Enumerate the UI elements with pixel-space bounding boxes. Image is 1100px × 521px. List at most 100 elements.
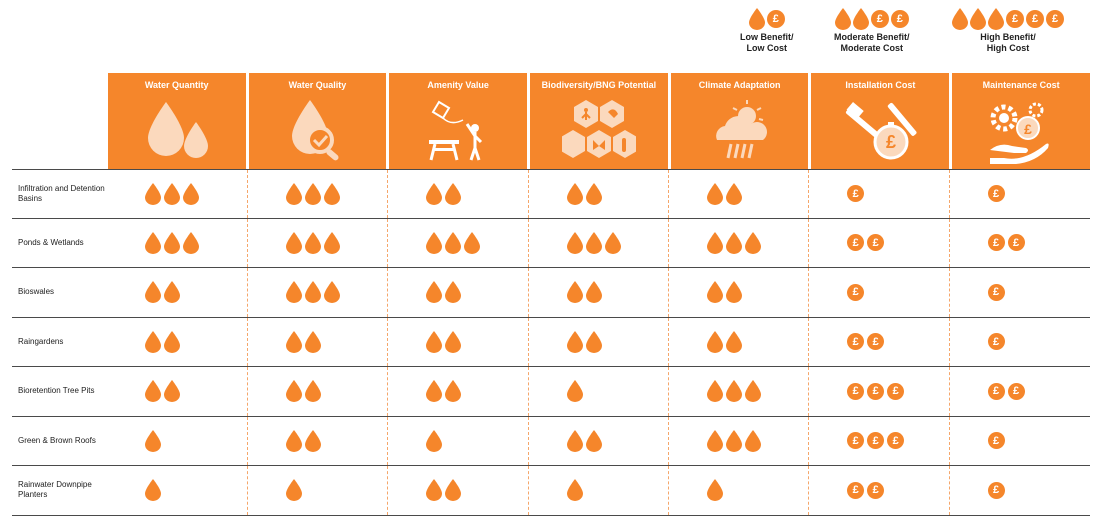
water-drop-icon: [304, 231, 321, 254]
water-drop-icon: [445, 182, 462, 205]
cost-rating-cell: £ £: [950, 367, 1090, 416]
table-row: Raingardens £ £ £: [12, 317, 1090, 367]
table-row: Rainwater Downpipe Planters £ £ £: [12, 466, 1090, 516]
benefit-rating-cell: [669, 170, 810, 218]
benefit-rating-cell: [248, 268, 389, 317]
row-label: Rainwater Downpipe Planters: [18, 480, 92, 500]
water-drop-icon: [744, 429, 761, 452]
pound-coin-icon: £: [887, 382, 905, 400]
table-row: Infiltration and Detention Basins £ £: [12, 169, 1090, 219]
water-drop-icon: [426, 281, 443, 304]
benefit-rating-cell: [248, 416, 389, 465]
pound-coin-icon: £: [1046, 10, 1064, 28]
column-header-title: Water Quality: [288, 80, 347, 90]
tools-stopwatch-pound-icon: £: [843, 96, 917, 166]
benefit-rating-cell: [529, 170, 669, 218]
pound-coin-icon: £: [1026, 10, 1044, 28]
benefit-rating-cell: [529, 416, 669, 465]
row-label: Bioswales: [18, 287, 55, 297]
column-header-title: Installation Cost: [845, 80, 916, 90]
water-drop-icon: [585, 231, 602, 254]
water-drop-icon: [566, 231, 583, 254]
legend-label: Low Benefit/ Low Cost: [740, 32, 794, 53]
cost-rating-cell: £ £ £: [809, 367, 950, 416]
column-header: Biodiversity/BNG Potential: [530, 73, 668, 169]
row-label: Raingardens: [18, 336, 64, 346]
water-drop-icon: [566, 182, 583, 205]
water-drop-icon: [566, 330, 583, 353]
legend-item: £ £ £ High Benefit/ High Cost: [952, 6, 1064, 54]
water-drop-icon: [748, 8, 765, 30]
benefit-rating-cell: [248, 317, 389, 366]
water-drop-icon: [852, 8, 869, 30]
pound-coin-icon: £: [847, 432, 865, 450]
column-header: Maintenance Cost £: [952, 73, 1090, 169]
benefit-rating-cell: [248, 466, 389, 515]
water-drop-icon: [706, 429, 723, 452]
water-drop-icon: [445, 479, 462, 502]
benefit-rating-cell: [388, 170, 529, 218]
column-header: Installation Cost £: [811, 73, 950, 169]
benefit-rating-cell: [529, 367, 669, 416]
cost-rating-cell: £: [950, 466, 1090, 515]
water-drop-icon: [285, 380, 302, 403]
water-drop-icon: [445, 330, 462, 353]
pound-coin-icon: £: [887, 432, 905, 450]
water-drop-icon: [725, 231, 742, 254]
water-drop-icon: [304, 182, 321, 205]
hexagon-wildlife-icon: [561, 96, 636, 166]
water-drop-icon: [426, 429, 443, 452]
water-drop-icon: [145, 182, 162, 205]
water-drop-icon: [285, 281, 302, 304]
water-drop-icon: [323, 231, 340, 254]
benefit-rating-cell: [388, 466, 529, 515]
table-row: Ponds & Wetlands £ £ £ £: [12, 218, 1090, 268]
benefit-rating-cell: [669, 367, 810, 416]
pound-coin-icon: £: [987, 283, 1005, 301]
table-row: Bioretention Tree Pits £ £ £ £ £: [12, 367, 1090, 417]
water-drop-icon: [164, 380, 181, 403]
pound-coin-icon: £: [890, 10, 909, 28]
water-drop-icon: [604, 231, 621, 254]
benefit-rating-cell: [107, 170, 248, 218]
legend-icons: £ £: [834, 6, 909, 32]
water-drop-icon: [744, 380, 761, 403]
cost-rating-cell: £: [950, 318, 1090, 367]
pound-coin-icon: £: [847, 333, 865, 351]
water-drop-icon: [585, 330, 602, 353]
water-drop-icon: [585, 429, 602, 452]
benefit-rating-cell: [529, 218, 669, 267]
pound-coin-icon: £: [867, 432, 885, 450]
water-drop-icon: [164, 330, 181, 353]
benefit-rating-cell: [669, 317, 810, 366]
table-row: Bioswales £ £: [12, 268, 1090, 318]
water-drop-icon: [145, 281, 162, 304]
pound-coin-icon: £: [867, 333, 885, 351]
pound-coin-icon: £: [987, 481, 1005, 499]
water-drop-icon: [285, 182, 302, 205]
cost-rating-cell: £ £: [809, 218, 950, 267]
svg-text:£: £: [886, 132, 896, 152]
water-drop-icon: [706, 330, 723, 353]
benefit-rating-cell: [388, 268, 529, 317]
water-drop-icon: [183, 182, 200, 205]
water-drop-icon: [164, 231, 181, 254]
benefit-rating-cell: [107, 317, 248, 366]
cost-rating-cell: £: [950, 268, 1090, 317]
water-drop-icon: [464, 231, 481, 254]
pound-coin-icon: £: [1007, 382, 1025, 400]
pound-coin-icon: £: [987, 185, 1005, 203]
water-quality-magnifier-icon: [280, 96, 354, 166]
pound-coin-icon: £: [847, 283, 865, 301]
water-drop-icon: [285, 479, 302, 502]
pound-coin-icon: £: [867, 234, 885, 252]
pound-coin-icon: £: [1006, 10, 1024, 28]
pound-coin-icon: £: [847, 481, 865, 499]
column-header-title: Maintenance Cost: [982, 80, 1060, 90]
cost-rating-cell: £ £ £: [809, 416, 950, 465]
suds-benefit-cost-matrix: Water Quantity Water Quality Amenity Value…: [12, 73, 1090, 516]
column-header: Amenity Value: [389, 73, 528, 169]
water-drop-icon: [706, 380, 723, 403]
water-drop-icon: [426, 231, 443, 254]
water-drop-icon: [323, 182, 340, 205]
